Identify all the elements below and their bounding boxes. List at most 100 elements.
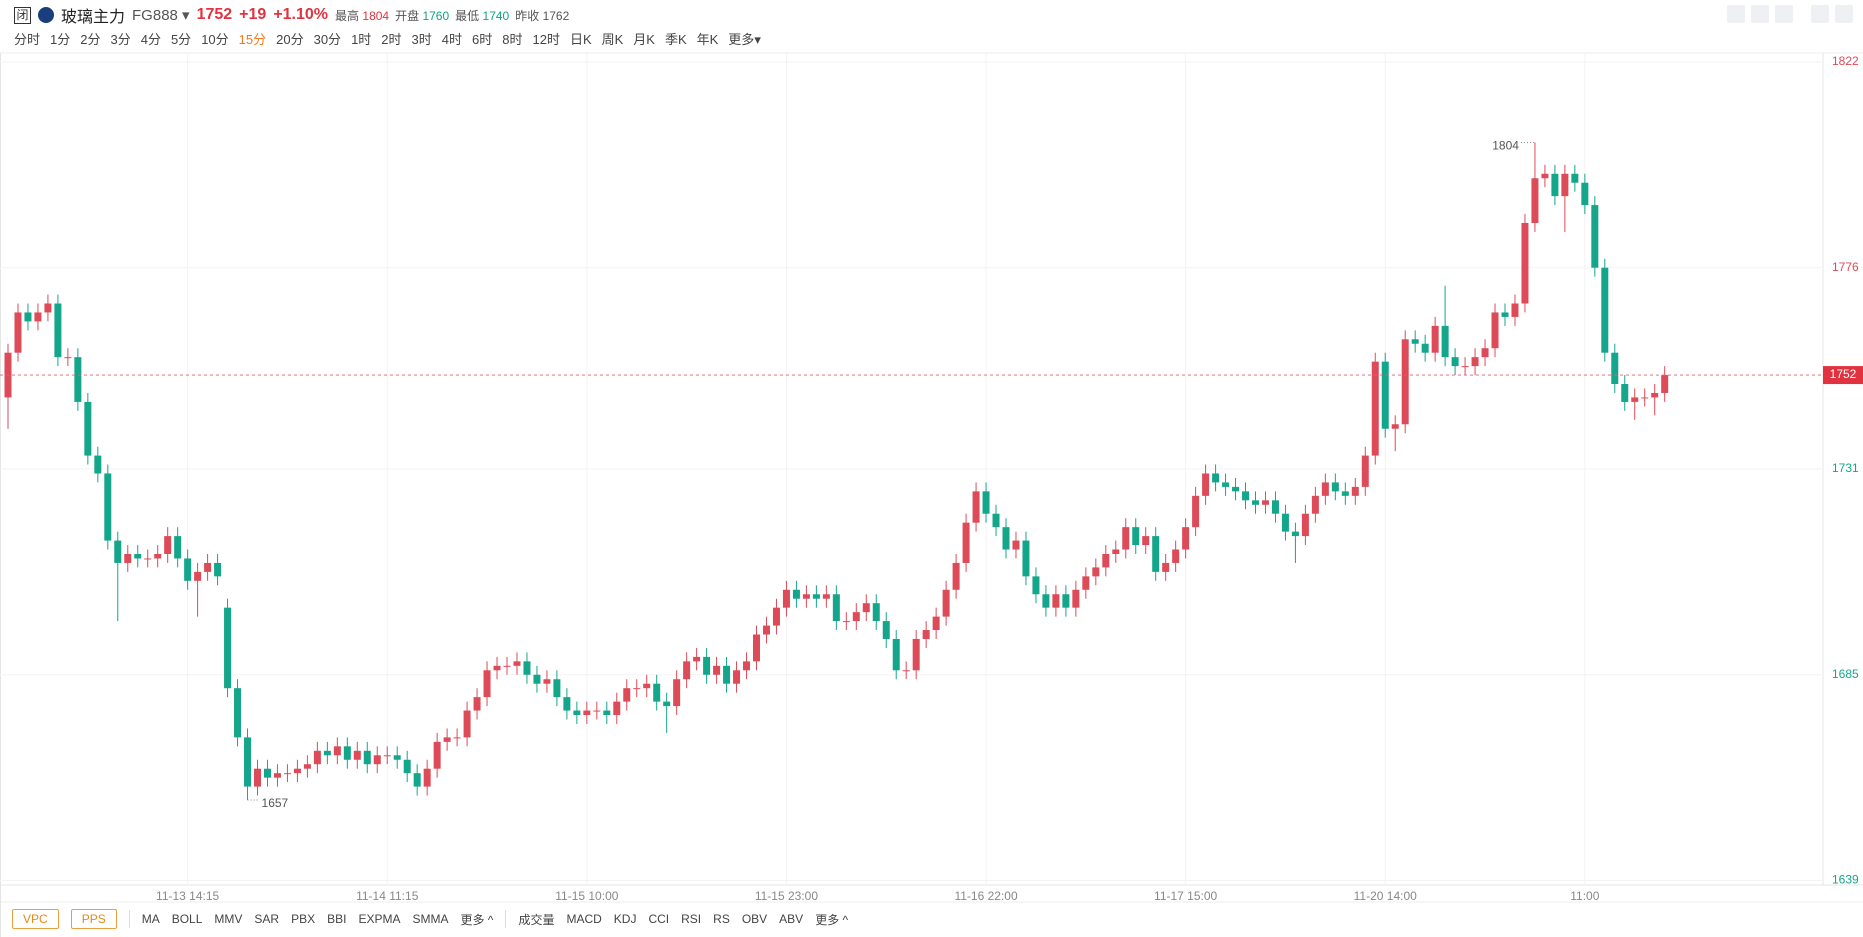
candle-body bbox=[1202, 473, 1210, 496]
period-tab[interactable]: 12时 bbox=[532, 31, 560, 47]
y-tick-label: 1639 bbox=[1832, 873, 1859, 887]
status-flag: 闭 bbox=[14, 6, 31, 24]
change: +19 bbox=[239, 6, 267, 23]
candle-body bbox=[323, 750, 331, 756]
candle-body bbox=[603, 710, 611, 716]
instrument-code[interactable]: FG888 ▾ bbox=[132, 7, 190, 24]
period-tab[interactable]: 6时 bbox=[472, 31, 493, 47]
period-tab[interactable]: 季K bbox=[664, 31, 687, 47]
period-tab[interactable]: 年K bbox=[696, 31, 719, 47]
period-tab[interactable]: 周K bbox=[601, 31, 624, 47]
indicator[interactable]: 更多 ^ bbox=[815, 912, 849, 927]
period-tab[interactable]: 1时 bbox=[351, 31, 372, 47]
indicator-box[interactable]: VPC bbox=[12, 909, 59, 929]
candle-body bbox=[723, 665, 731, 684]
period-tab[interactable]: 3时 bbox=[411, 31, 432, 47]
candle-body bbox=[1192, 495, 1200, 528]
candle-body bbox=[1122, 527, 1130, 550]
candle-body bbox=[44, 303, 52, 313]
indicator[interactable]: MACD bbox=[566, 912, 602, 926]
indicator[interactable]: SAR bbox=[254, 912, 280, 926]
period-tab[interactable]: 5分 bbox=[170, 31, 192, 47]
candle-body bbox=[1601, 267, 1609, 353]
period-tab[interactable]: 15分 bbox=[238, 31, 267, 47]
candle-body bbox=[94, 455, 102, 474]
period-tab[interactable]: 日K bbox=[569, 31, 592, 47]
period-tab[interactable]: 分时 bbox=[14, 31, 41, 47]
candle-body bbox=[164, 536, 172, 554]
candle-body bbox=[513, 661, 521, 666]
period-tab[interactable]: 4分 bbox=[140, 31, 161, 47]
indicator[interactable]: KDJ bbox=[613, 912, 637, 926]
indicator[interactable]: PBX bbox=[291, 912, 316, 926]
indicator[interactable]: BBI bbox=[327, 912, 347, 926]
period-tab[interactable]: 2时 bbox=[381, 31, 402, 47]
candle-body bbox=[1471, 357, 1479, 367]
icon-button[interactable] bbox=[1835, 5, 1853, 23]
candle-body bbox=[433, 741, 441, 769]
period-tab[interactable]: 月K bbox=[633, 31, 655, 47]
period-tab[interactable]: 30分 bbox=[313, 31, 342, 47]
period-tab[interactable]: 8时 bbox=[502, 31, 523, 47]
icon-button[interactable] bbox=[1727, 5, 1745, 23]
period-tab[interactable]: 2分 bbox=[80, 31, 101, 47]
candle-body bbox=[1331, 482, 1339, 492]
candle-body bbox=[1371, 361, 1379, 456]
candle-body bbox=[792, 589, 800, 599]
icon-button[interactable] bbox=[1811, 5, 1829, 23]
candle-body bbox=[1102, 553, 1110, 568]
indicator-box[interactable]: PPS bbox=[70, 909, 117, 929]
y-tick-label: 1685 bbox=[1832, 667, 1859, 681]
candle-body bbox=[1261, 500, 1269, 505]
indicator[interactable]: SMMA bbox=[412, 912, 449, 926]
indicator[interactable]: 更多 ^ bbox=[460, 912, 494, 927]
indicator[interactable]: RSI bbox=[681, 912, 702, 926]
candle-body bbox=[1182, 527, 1190, 550]
candle-body bbox=[234, 688, 242, 738]
indicator[interactable]: BOLL bbox=[171, 912, 203, 926]
candle-body bbox=[273, 773, 281, 778]
indicator[interactable]: OBV bbox=[741, 912, 768, 926]
indicator[interactable]: EXPMA bbox=[358, 912, 401, 926]
candle-body bbox=[493, 665, 501, 671]
candle-body bbox=[1232, 486, 1240, 492]
period-tab[interactable]: 10分 bbox=[201, 31, 229, 47]
period-tab[interactable]: 更多▾ bbox=[728, 31, 761, 47]
candle-body bbox=[1591, 205, 1599, 268]
indicator[interactable]: 成交量 bbox=[518, 912, 555, 927]
icon-button[interactable] bbox=[1751, 5, 1769, 23]
candle-body bbox=[932, 616, 940, 631]
candle-body bbox=[403, 759, 411, 774]
candle-body bbox=[1311, 495, 1319, 514]
candle-body bbox=[862, 603, 870, 613]
period-tab[interactable]: 1分 bbox=[50, 31, 71, 47]
period-tab[interactable]: 4时 bbox=[441, 31, 462, 47]
candle-body bbox=[204, 562, 212, 572]
candle-body bbox=[623, 688, 631, 702]
candle-body bbox=[1511, 303, 1519, 317]
period-tab[interactable]: 20分 bbox=[276, 31, 304, 47]
indicator[interactable]: CCI bbox=[648, 912, 670, 926]
candle-body bbox=[663, 701, 671, 707]
period-tab[interactable]: 3分 bbox=[110, 31, 131, 47]
indicator[interactable]: ABV bbox=[779, 912, 804, 926]
candle-body bbox=[1571, 173, 1579, 183]
indicator[interactable]: RS bbox=[713, 912, 730, 926]
indicator[interactable]: MA bbox=[141, 912, 160, 926]
separator bbox=[128, 910, 130, 928]
candle-body bbox=[383, 755, 391, 757]
candle-body bbox=[333, 746, 341, 756]
candle-body bbox=[1062, 594, 1070, 608]
icon-button[interactable] bbox=[1775, 5, 1793, 23]
indicator-bar: VPC PPS MA BOLL MMV SAR PBX BBI EXPMA SMMA 更多 ^ 成交量… bbox=[12, 908, 848, 930]
candle-body bbox=[1112, 549, 1120, 554]
candle-body bbox=[1301, 513, 1309, 537]
indicator[interactable]: MMV bbox=[214, 912, 243, 926]
min-label: 1657 bbox=[262, 796, 289, 810]
price-tag bbox=[1823, 366, 1863, 385]
candle-body bbox=[1661, 375, 1669, 393]
toolbar-icons bbox=[1727, 5, 1853, 23]
candle-body bbox=[114, 540, 122, 563]
candle-body bbox=[184, 558, 192, 581]
